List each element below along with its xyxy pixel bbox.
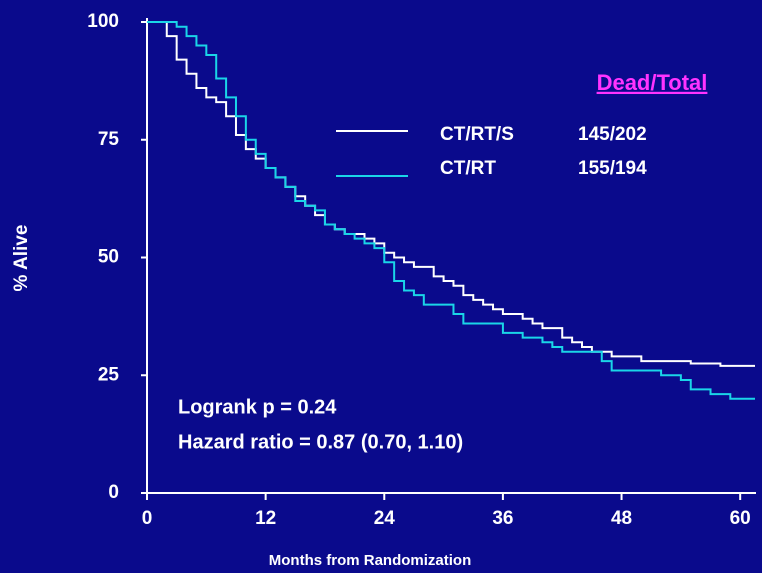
x-tick-label: 12 <box>255 508 276 529</box>
y-tick-label: 0 <box>108 482 119 503</box>
x-tick-label: 60 <box>730 508 751 529</box>
x-tick-label: 48 <box>611 508 632 529</box>
x-tick-label: 24 <box>374 508 396 529</box>
y-tick-label: 50 <box>98 247 119 268</box>
legend-value: 155/194 <box>578 158 647 179</box>
annotation: Hazard ratio = 0.87 (0.70, 1.10) <box>178 431 463 453</box>
legend-header: Dead/Total <box>597 70 708 95</box>
y-tick-label: 25 <box>98 364 120 385</box>
annotation: Logrank p = 0.24 <box>178 396 337 418</box>
x-axis-label: Months from Randomization <box>269 552 472 569</box>
y-tick-label: 100 <box>87 11 119 32</box>
y-axis-label: % Alive <box>11 225 32 292</box>
survival-curve <box>147 21 756 400</box>
y-tick-label: 75 <box>98 129 120 150</box>
legend-label: CT/RT <box>440 158 496 179</box>
x-tick-label: 36 <box>492 508 513 529</box>
legend-value: 145/202 <box>578 124 647 145</box>
legend-label: CT/RT/S <box>440 124 514 145</box>
survival-curve <box>147 21 756 367</box>
x-tick-label: 0 <box>142 508 153 529</box>
